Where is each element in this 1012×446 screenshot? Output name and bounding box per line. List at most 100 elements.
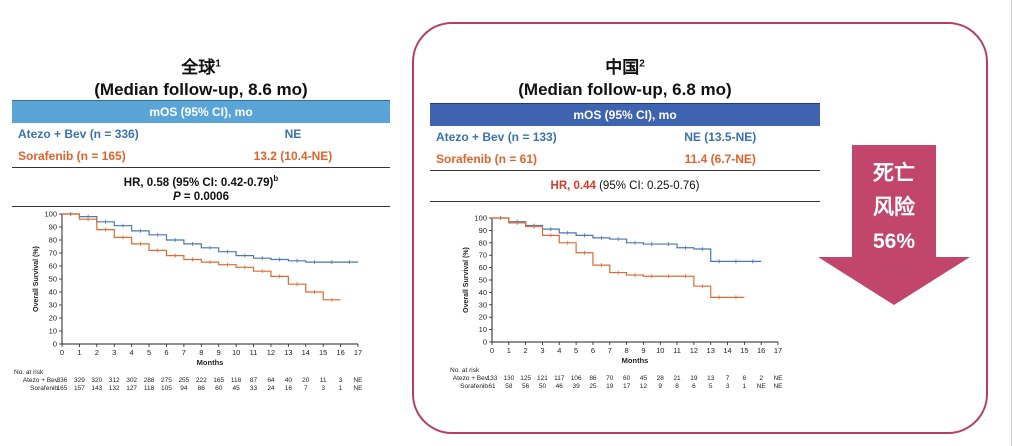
at-risk-value: 24 <box>267 385 275 392</box>
china-hr-box: HR, 0.44 (95% CI: 0.25-0.76) <box>430 170 820 202</box>
china-title: 中国 <box>605 58 640 77</box>
at-risk-value: 70 <box>606 375 614 382</box>
x-tick-label: 8 <box>199 348 203 357</box>
global-hr-sup: b <box>273 174 279 183</box>
global-mos-table: mOS (95% CI), mo Atezo + Bev (n = 336) N… <box>12 100 390 207</box>
y-tick-label: 0 <box>483 338 487 347</box>
sorafenib-survival-curve <box>492 217 745 298</box>
china-table-header: mOS (95% CI), mo <box>430 103 820 126</box>
at-risk-atezo-label: Atezo + Bev <box>453 375 489 382</box>
global-row-atezo-label: Atezo + Bev (n = 336) <box>18 127 139 141</box>
x-tick-label: 3 <box>112 348 116 357</box>
at-risk-value: 3 <box>321 385 325 392</box>
arrow-line-risk: 风险 <box>873 196 915 219</box>
risk-reduction-arrow: 死亡 风险 56% <box>818 145 970 305</box>
x-tick-label: 13 <box>707 346 715 355</box>
at-risk-value: 3 <box>339 377 343 384</box>
global-p-value: = 0.0006 <box>180 190 229 203</box>
y-tick-label: 60 <box>49 262 57 271</box>
at-risk-value: 302 <box>126 377 137 384</box>
china-mos-table: mOS (95% CI), mo Atezo + Bev (n = 133) N… <box>430 103 820 202</box>
china-row-sorafenib-value: 11.4 (6.7-NE) <box>684 152 756 166</box>
x-tick-label: 4 <box>130 348 134 357</box>
at-risk-value: 1 <box>339 385 343 392</box>
at-risk-value: 21 <box>673 375 681 382</box>
at-risk-value: 60 <box>623 375 631 382</box>
at-risk-value: 118 <box>231 377 242 384</box>
at-risk-value: 40 <box>285 377 293 384</box>
at-risk-value: 28 <box>657 375 665 382</box>
global-p-label: P <box>173 190 181 203</box>
at-risk-value: 12 <box>640 383 648 390</box>
y-tick-label: 20 <box>49 314 57 323</box>
at-risk-value: 9 <box>658 383 662 390</box>
x-tick-label: 11 <box>250 348 258 357</box>
arrow-shape <box>818 145 970 305</box>
china-highlight-frame <box>412 22 988 434</box>
at-risk-value: 5 <box>709 383 713 390</box>
at-risk-value: 61 <box>488 383 496 390</box>
china-panel: 中国2 (Median follow-up, 6.8 mo) mOS (95% … <box>412 0 992 440</box>
global-row-atezo-value: NE <box>284 127 302 141</box>
y-tick-label: 70 <box>49 249 57 258</box>
at-risk-value: 64 <box>267 377 275 384</box>
global-row-sorafenib-value: 13.2 (10.4-NE) <box>253 149 333 163</box>
china-row-atezo-label: Atezo + Bev (n = 133) <box>436 130 557 144</box>
at-risk-value: 56 <box>522 383 530 390</box>
x-tick-label: 11 <box>673 346 681 355</box>
at-risk-value: 329 <box>74 377 85 384</box>
at-risk-value: 106 <box>571 375 582 382</box>
at-risk-value: 86 <box>589 375 597 382</box>
x-tick-label: 15 <box>319 348 327 357</box>
china-row-sorafenib-label: Sorafenib (n = 61) <box>436 152 538 166</box>
at-risk-value: 39 <box>573 383 581 390</box>
at-risk-value: 255 <box>178 377 189 384</box>
y-tick-label: 90 <box>49 223 57 232</box>
at-risk-value: 132 <box>109 385 120 392</box>
y-axis-label: Overall Survival (%) <box>33 246 40 312</box>
x-tick-label: 8 <box>625 346 629 355</box>
at-risk-value: 288 <box>144 377 155 384</box>
at-risk-value: 117 <box>554 375 565 382</box>
y-tick-label: 70 <box>479 251 487 260</box>
at-risk-value: 133 <box>487 375 498 382</box>
x-axis-label: Months <box>622 356 649 365</box>
global-title-block: 全球1 (Median follow-up, 8.6 mo) <box>12 53 390 100</box>
x-tick-label: 7 <box>608 346 612 355</box>
x-tick-label: 1 <box>507 346 511 355</box>
at-risk-value: 165 <box>57 385 68 392</box>
x-tick-label: 0 <box>60 348 64 357</box>
y-tick-label: 40 <box>479 288 487 297</box>
china-row-sorafenib: Sorafenib (n = 61) 11.4 (6.7-NE) <box>430 148 820 170</box>
y-axis-label: Overall Survival (%) <box>463 247 470 313</box>
at-risk-value: 6 <box>743 375 747 382</box>
at-risk-title: No. at risk <box>450 367 480 374</box>
atezo-bev-survival-curve <box>492 217 762 262</box>
x-tick-label: 12 <box>690 346 698 355</box>
china-row-atezo: Atezo + Bev (n = 133) NE (13.5-NE) <box>430 126 820 148</box>
y-tick-label: 20 <box>479 313 487 322</box>
at-risk-value: 320 <box>91 377 102 384</box>
at-risk-value: 45 <box>640 375 648 382</box>
at-risk-value: 118 <box>144 385 155 392</box>
at-risk-value: 7 <box>726 375 730 382</box>
at-risk-value: 2 <box>759 375 763 382</box>
x-tick-label: 16 <box>336 348 344 357</box>
global-table-header: mOS (95% CI), mo <box>12 100 390 123</box>
x-tick-label: 14 <box>302 348 310 357</box>
china-row-atezo-value: NE (13.5-NE) <box>684 130 757 144</box>
at-risk-value: 130 <box>503 375 514 382</box>
x-tick-label: 15 <box>740 346 748 355</box>
x-tick-label: 2 <box>524 346 528 355</box>
at-risk-value: 143 <box>91 385 102 392</box>
at-risk-value: 336 <box>57 377 68 384</box>
at-risk-value: 157 <box>74 385 85 392</box>
x-tick-label: 10 <box>656 346 664 355</box>
y-tick-label: 100 <box>474 214 487 223</box>
at-risk-value: 86 <box>198 385 206 392</box>
y-tick-label: 30 <box>479 300 487 309</box>
at-risk-value: 7 <box>304 385 308 392</box>
global-title: 全球 <box>181 58 216 77</box>
sorafenib-survival-curve <box>62 213 341 301</box>
